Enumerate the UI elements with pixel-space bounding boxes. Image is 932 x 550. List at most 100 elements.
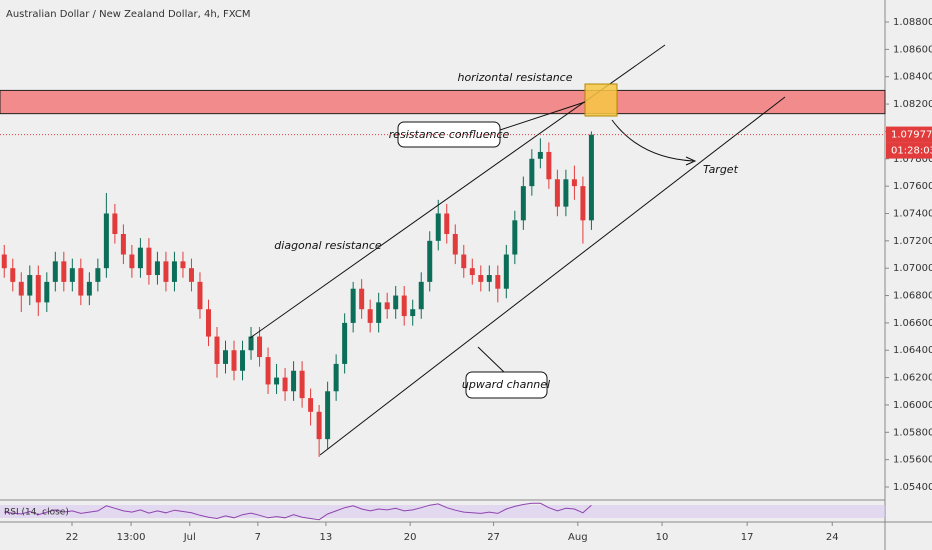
candle-body xyxy=(103,213,109,269)
candle-body xyxy=(274,377,280,385)
candle-body xyxy=(52,261,58,282)
candle-body xyxy=(291,370,297,392)
countdown-label: 01:28:03 xyxy=(891,146,932,157)
annotation: resistance confluence xyxy=(389,128,510,141)
candle-body xyxy=(478,275,484,282)
y-tick-label: 1.08200 xyxy=(893,99,932,110)
candle-body xyxy=(393,295,399,310)
y-tick-label: 1.07800 xyxy=(893,154,932,165)
candle-body xyxy=(359,288,365,310)
candle-body xyxy=(316,411,322,440)
candle-body xyxy=(214,336,220,364)
candle-body xyxy=(469,268,475,276)
candle-body xyxy=(86,281,92,296)
candle-body xyxy=(146,247,152,276)
candle-body xyxy=(529,158,535,187)
x-tick-label: 13 xyxy=(320,532,333,543)
candle-body xyxy=(325,391,331,440)
candle-body xyxy=(418,281,424,310)
last-price-box xyxy=(886,126,932,143)
candle-body xyxy=(223,350,229,364)
candle-body xyxy=(205,309,211,337)
x-tick-label: 13:00 xyxy=(117,532,146,543)
candle-body xyxy=(554,179,560,207)
candle-body xyxy=(120,233,126,255)
y-tick-label: 1.08400 xyxy=(893,72,932,83)
y-tick-label: 1.06000 xyxy=(893,400,932,411)
candle-body xyxy=(546,151,552,180)
target-arrowhead xyxy=(685,156,697,166)
x-tick-label: 20 xyxy=(404,532,417,543)
candle-body xyxy=(1,254,7,269)
candle-body xyxy=(520,186,526,221)
x-tick-label: 7 xyxy=(255,532,261,543)
y-tick-label: 1.07400 xyxy=(893,208,932,219)
target-arrow xyxy=(611,119,694,162)
y-tick-label: 1.08600 xyxy=(893,44,932,55)
y-tick-label: 1.06400 xyxy=(893,345,932,356)
x-tick-label: Jul xyxy=(183,532,196,543)
candle-body xyxy=(35,275,41,303)
candle-body xyxy=(588,134,594,221)
y-tick-label: 1.07600 xyxy=(893,181,932,192)
candle-body xyxy=(137,247,143,269)
candle-body xyxy=(571,179,577,187)
candle-body xyxy=(78,268,84,296)
candle-body xyxy=(61,261,67,282)
candle-body xyxy=(580,186,586,221)
x-tick-label: 22 xyxy=(66,532,79,543)
candle-body xyxy=(299,370,305,399)
candle-body xyxy=(257,336,263,358)
candle-body xyxy=(240,350,246,371)
candle-body xyxy=(401,295,407,317)
candle-body xyxy=(27,275,33,296)
confluence-box xyxy=(584,83,618,117)
candle-body xyxy=(231,350,237,371)
y-tick-label: 1.06200 xyxy=(893,373,932,384)
candle-body xyxy=(444,213,450,234)
candle-body xyxy=(163,261,169,282)
candle-body xyxy=(112,213,118,234)
y-tick-label: 1.05600 xyxy=(893,455,932,466)
x-tick-label: 24 xyxy=(826,532,839,543)
y-tick-label: 1.06600 xyxy=(893,318,932,329)
candle-body xyxy=(188,268,194,282)
candle-body xyxy=(486,275,492,282)
y-tick-label: 1.05800 xyxy=(893,427,932,438)
candle-body xyxy=(95,268,101,282)
chart-title: Australian Dollar / New Zealand Dollar, … xyxy=(6,9,251,20)
y-tick-label: 1.07000 xyxy=(893,263,932,274)
candle-body xyxy=(435,213,441,241)
callout-box xyxy=(397,121,501,148)
candle-body xyxy=(537,151,543,159)
candle-body xyxy=(376,302,382,323)
y-tick-label: 1.08800 xyxy=(893,17,932,28)
candle-body xyxy=(503,254,509,289)
candle-body xyxy=(10,268,16,282)
candle-body xyxy=(308,398,314,412)
countdown-box xyxy=(886,142,932,159)
y-tick-label: 1.05400 xyxy=(893,482,932,493)
candle-body xyxy=(69,268,75,282)
candle-body xyxy=(452,233,458,255)
x-tick-label: 10 xyxy=(656,532,669,543)
annotation: horizontal resistance xyxy=(457,71,572,84)
candle-body xyxy=(410,309,416,317)
candle-body xyxy=(427,240,433,282)
candle-body xyxy=(342,322,348,364)
candle-body xyxy=(171,261,177,282)
candle-body xyxy=(461,254,467,269)
x-tick-label: Aug xyxy=(568,532,588,543)
candle-body xyxy=(282,377,288,392)
candle-body xyxy=(384,302,390,310)
candle-body xyxy=(350,288,356,323)
candle-body xyxy=(180,261,186,269)
last-price-label: 1.07977 xyxy=(891,130,932,141)
candle-body xyxy=(512,220,518,255)
resistance-zone xyxy=(0,89,886,115)
annotation: upward channel xyxy=(462,378,550,391)
annotation: Target xyxy=(703,163,739,176)
rsi-label: RSI (14, close) xyxy=(4,508,69,518)
candle-body xyxy=(333,363,339,392)
